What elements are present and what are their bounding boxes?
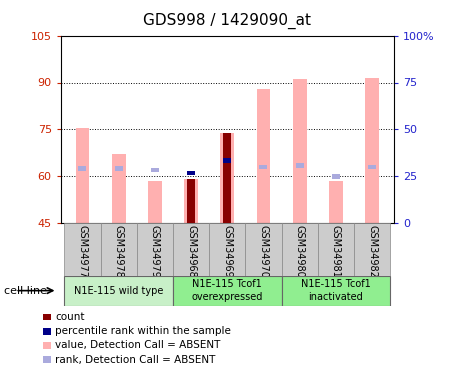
Bar [223, 158, 231, 163]
Bar [173, 276, 282, 306]
Bar [293, 80, 306, 223]
Text: GDS998 / 1429090_at: GDS998 / 1429090_at [143, 13, 311, 29]
Bar [368, 165, 376, 169]
Bar [173, 223, 209, 276]
Text: N1E-115 Tcof1
inactivated: N1E-115 Tcof1 inactivated [301, 279, 371, 302]
Bar [260, 165, 267, 169]
Bar [282, 276, 390, 306]
Text: GSM34977: GSM34977 [77, 225, 87, 278]
Bar [187, 179, 195, 223]
Bar [245, 223, 282, 276]
Bar [151, 168, 159, 172]
Text: GSM34981: GSM34981 [331, 225, 341, 278]
Text: GSM34982: GSM34982 [367, 225, 377, 278]
Bar [64, 276, 173, 306]
Text: GSM34979: GSM34979 [150, 225, 160, 278]
Text: GSM34969: GSM34969 [222, 225, 232, 278]
Bar [256, 89, 270, 223]
Bar [78, 166, 86, 171]
Bar [76, 128, 90, 223]
Bar [187, 171, 195, 176]
Bar [329, 181, 343, 223]
Bar [354, 223, 390, 276]
Text: count: count [55, 312, 85, 322]
Bar [64, 223, 100, 276]
Bar [296, 163, 304, 168]
Text: GSM34968: GSM34968 [186, 225, 196, 278]
Bar [115, 166, 123, 171]
Bar [209, 223, 245, 276]
Text: N1E-115 wild type: N1E-115 wild type [74, 286, 163, 296]
Bar [100, 223, 137, 276]
Bar [318, 223, 354, 276]
Text: GSM34970: GSM34970 [258, 225, 269, 278]
Bar [332, 174, 340, 178]
Text: N1E-115 Tcof1
overexpressed: N1E-115 Tcof1 overexpressed [192, 279, 263, 302]
Bar [112, 154, 126, 223]
Bar [220, 132, 234, 223]
Bar [223, 132, 231, 223]
Bar [184, 179, 198, 223]
Text: GSM34978: GSM34978 [114, 225, 124, 278]
Bar [187, 171, 195, 176]
Bar [282, 223, 318, 276]
Text: GSM34980: GSM34980 [295, 225, 305, 278]
Bar [148, 181, 162, 223]
Text: value, Detection Call = ABSENT: value, Detection Call = ABSENT [55, 340, 220, 350]
Text: rank, Detection Call = ABSENT: rank, Detection Call = ABSENT [55, 355, 216, 364]
Bar [137, 223, 173, 276]
Bar [223, 158, 231, 163]
Bar [365, 78, 379, 223]
Text: cell line: cell line [4, 286, 48, 296]
Text: percentile rank within the sample: percentile rank within the sample [55, 326, 231, 336]
